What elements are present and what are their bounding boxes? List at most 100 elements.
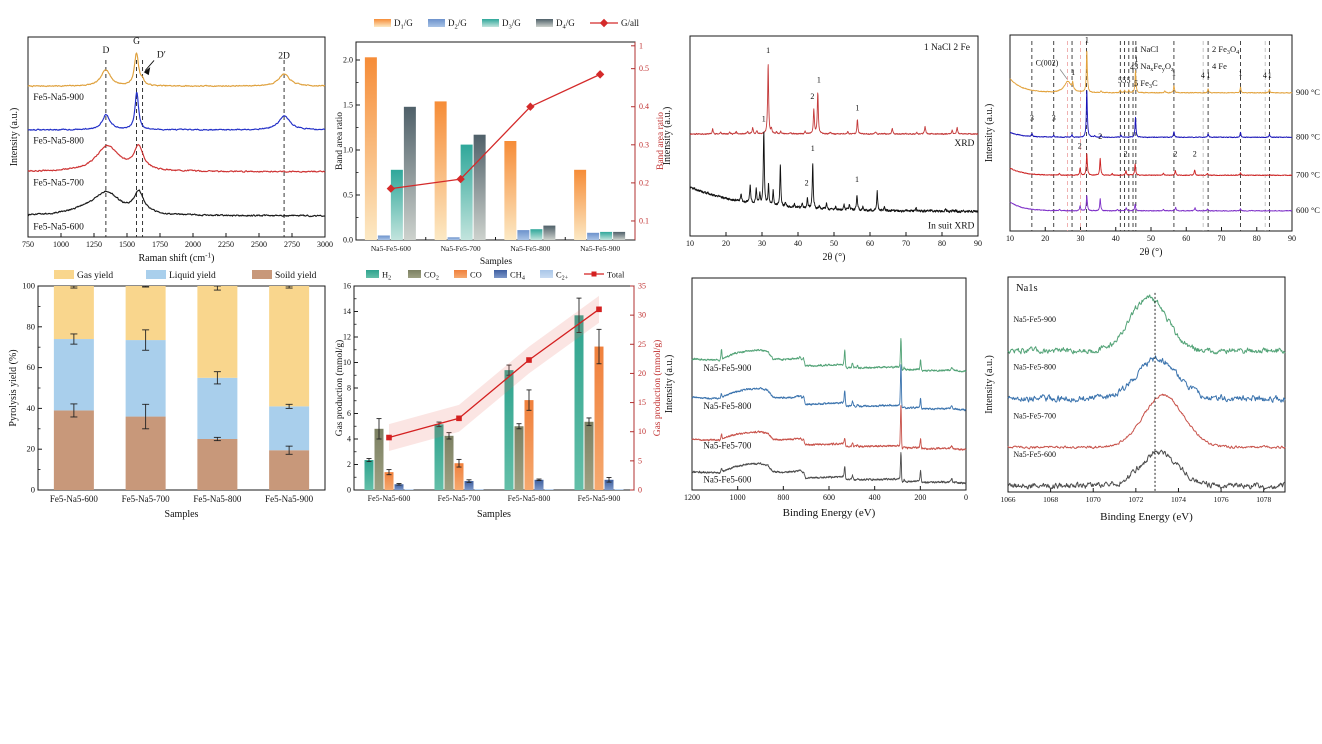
svg-text:60: 60 <box>1182 234 1190 243</box>
svg-text:80: 80 <box>1253 234 1261 243</box>
svg-text:5 Fe3C: 5 Fe3C <box>1134 78 1158 90</box>
svg-text:Fe5-Na5-600: Fe5-Na5-600 <box>368 494 411 503</box>
svg-text:H2: H2 <box>382 270 391 282</box>
svg-text:Fe5-Na5-700: Fe5-Na5-700 <box>33 179 84 189</box>
svg-text:4: 4 <box>347 435 351 444</box>
svg-text:40: 40 <box>27 403 36 413</box>
svg-text:C(002): C(002) <box>1036 58 1059 67</box>
svg-text:Soild yield: Soild yield <box>275 271 317 281</box>
panel-xrd-temperature: 10 20 30 40 50 60 70 80 90 2θ (°) Intensity (a.u.)… <box>984 14 1322 266</box>
svg-text:Na5-Fe5-600: Na5-Fe5-600 <box>703 474 751 484</box>
svg-text:600 °C: 600 °C <box>1296 205 1320 215</box>
svg-text:25: 25 <box>638 340 646 349</box>
svg-text:5: 5 <box>638 456 642 465</box>
svg-text:Intensity (a.u.): Intensity (a.u.) <box>662 107 673 166</box>
svg-text:Fe5-Na5-800: Fe5-Na5-800 <box>508 494 551 503</box>
svg-text:2250: 2250 <box>218 240 234 249</box>
svg-text:3000: 3000 <box>317 240 333 249</box>
svg-text:1: 1 <box>639 41 643 50</box>
svg-text:20: 20 <box>638 369 646 378</box>
svg-text:Na5-Fe5-600: Na5-Fe5-600 <box>371 244 411 253</box>
xrd-insitu-chart: 10 20 30 40 50 60 70 80 90 2θ (°) Intensity (a.u.)… <box>662 35 982 263</box>
panel-raman-spectra: 750 1000 1250 1500 1750 2000 2250 2500 2750 3000 R… <box>8 14 338 266</box>
svg-text:1250: 1250 <box>86 240 102 249</box>
svg-text:Na5-Fe5-700: Na5-Fe5-700 <box>1013 411 1056 420</box>
svg-text:0.1: 0.1 <box>639 216 649 225</box>
svg-text:Na5-Fe5-800: Na5-Fe5-800 <box>1013 363 1056 372</box>
svg-text:Samples: Samples <box>477 509 511 520</box>
svg-text:Pyrolysis yield (%): Pyrolysis yield (%) <box>8 349 19 426</box>
xps-na1s-chart: 1066 1068 1070 1072 1074 1076 1078 Binding Ener… <box>984 276 1286 523</box>
svg-text:0.5: 0.5 <box>639 64 649 73</box>
svg-text:90: 90 <box>974 239 982 248</box>
raman-spectra-chart: 750 1000 1250 1500 1750 2000 2250 2500 2750 3000 R… <box>9 36 333 264</box>
svg-text:1068: 1068 <box>1043 495 1058 504</box>
svg-text:Intensity (a.u.): Intensity (a.u.) <box>984 355 995 414</box>
svg-text:1: 1 <box>817 76 821 85</box>
svg-text:3: 3 <box>1052 113 1056 122</box>
svg-text:1: 1 <box>855 175 859 184</box>
svg-text:CO2: CO2 <box>424 270 439 282</box>
svg-text:5: 5 <box>1118 76 1122 85</box>
svg-text:30: 30 <box>638 311 646 320</box>
svg-text:2750: 2750 <box>284 240 300 249</box>
xps-survey-chart: 1200 1000 800 600 400 200 0 Binding Energy (eV)… <box>664 277 968 519</box>
svg-text:CO: CO <box>470 270 482 280</box>
svg-text:2: 2 <box>1124 150 1128 159</box>
svg-text:Fe5-Na5-700: Fe5-Na5-700 <box>122 494 170 504</box>
svg-text:Gas production (mmol/g): Gas production (mmol/g) <box>652 340 663 437</box>
svg-text:2.0: 2.0 <box>343 56 353 65</box>
svg-text:2000: 2000 <box>185 240 201 249</box>
svg-text:800: 800 <box>777 493 789 502</box>
svg-text:1: 1 <box>811 144 815 153</box>
svg-text:Na5-Fe5-800: Na5-Fe5-800 <box>510 244 550 253</box>
svg-text:Na5-Fe5-800: Na5-Fe5-800 <box>703 401 751 411</box>
svg-text:10: 10 <box>1006 234 1014 243</box>
svg-text:D4/G: D4/G <box>556 18 575 30</box>
svg-text:400: 400 <box>869 493 881 502</box>
panel-xps-na1s: 1066 1068 1070 1072 1074 1076 1078 Binding Ener… <box>984 266 1322 528</box>
svg-text:0.0: 0.0 <box>343 236 353 245</box>
xrd-temperature-chart: 10 20 30 40 50 60 70 80 90 2θ (°) Intensity (a.u.)… <box>984 34 1320 258</box>
svg-text:6: 6 <box>347 409 351 418</box>
svg-text:1: 1 <box>1206 71 1210 80</box>
svg-text:0: 0 <box>964 493 968 502</box>
svg-text:60: 60 <box>866 239 874 248</box>
svg-text:0: 0 <box>347 486 351 495</box>
svg-text:4: 4 <box>1130 63 1134 72</box>
svg-text:3 NaxFeyOz: 3 NaxFeyOz <box>1134 61 1174 73</box>
svg-text:50: 50 <box>830 239 838 248</box>
svg-text:Na5-Fe5-900: Na5-Fe5-900 <box>703 363 751 373</box>
svg-text:30: 30 <box>758 239 766 248</box>
svg-text:70: 70 <box>902 239 910 248</box>
svg-text:5: 5 <box>1126 76 1130 85</box>
svg-text:Fe5-Na5-700: Fe5-Na5-700 <box>438 494 481 503</box>
svg-text:2: 2 <box>805 178 809 187</box>
svg-text:2: 2 <box>1078 142 1082 151</box>
svg-text:0.2: 0.2 <box>639 178 649 187</box>
panel-xps-survey: 1200 1000 800 600 400 200 0 Binding Energy (eV)… <box>660 266 1002 528</box>
svg-text:2: 2 <box>1193 150 1197 159</box>
svg-text:1: 1 <box>1085 36 1089 45</box>
svg-text:In suit XRD: In suit XRD <box>928 222 975 232</box>
svg-text:1000: 1000 <box>730 493 746 502</box>
svg-text:2: 2 <box>1098 132 1102 141</box>
svg-text:Samples: Samples <box>165 509 199 520</box>
svg-text:1: 1 <box>1134 55 1138 64</box>
svg-text:Intensity (a.u.): Intensity (a.u.) <box>984 104 995 163</box>
svg-text:2: 2 <box>810 92 814 101</box>
svg-text:10: 10 <box>343 358 351 367</box>
svg-text:80: 80 <box>938 239 946 248</box>
svg-text:40: 40 <box>794 239 802 248</box>
svg-text:1200: 1200 <box>684 493 700 502</box>
panel-pyrolysis-yield: 0 20 40 60 80 100 Fe5-Na5-600 Fe5-Na5-700 Fe5-Na… <box>8 266 338 528</box>
svg-text:1078: 1078 <box>1256 495 1271 504</box>
svg-text:1.0: 1.0 <box>343 146 353 155</box>
svg-text:20: 20 <box>722 239 730 248</box>
svg-text:0: 0 <box>31 485 35 495</box>
svg-text:1070: 1070 <box>1086 495 1101 504</box>
svg-text:1: 1 <box>1239 69 1243 78</box>
svg-text:1000: 1000 <box>53 240 69 249</box>
svg-text:Gas yield: Gas yield <box>77 271 113 281</box>
pyrolysis-yield-chart: 0 20 40 60 80 100 Fe5-Na5-600 Fe5-Na5-700 Fe5-Na… <box>8 270 326 520</box>
